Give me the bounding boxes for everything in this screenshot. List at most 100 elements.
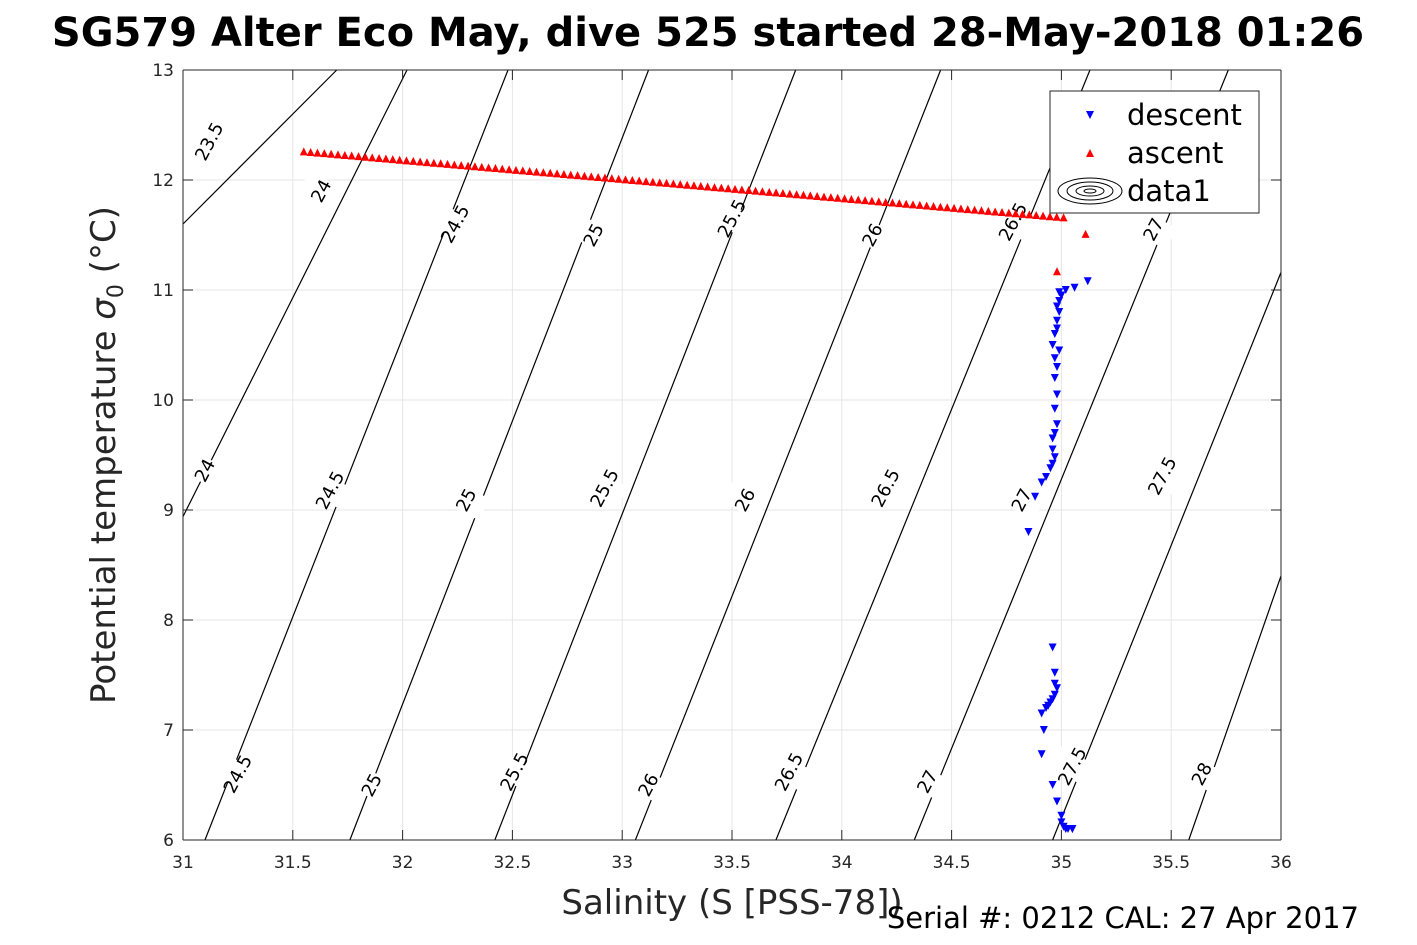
ascent-marker xyxy=(744,186,753,195)
contour-line-27.5 xyxy=(1052,272,1282,841)
ascent-marker xyxy=(436,159,445,168)
descent-marker xyxy=(1048,341,1057,349)
legend-ascent-marker xyxy=(1086,149,1094,157)
descent-marker xyxy=(1053,684,1062,693)
ascent-marker xyxy=(840,194,849,203)
contour-label-bg xyxy=(904,761,951,802)
ascent-marker xyxy=(573,171,582,180)
ascent-marker xyxy=(731,184,740,193)
ascent-marker xyxy=(669,179,678,188)
ascent-marker xyxy=(539,168,548,177)
ascent-marker xyxy=(765,187,774,196)
contour-label-bg xyxy=(1130,209,1177,250)
ascent-marker xyxy=(1052,212,1061,221)
x-tick-label: 33.5 xyxy=(713,853,751,873)
descent-marker xyxy=(1048,781,1057,789)
ascent-marker xyxy=(758,187,767,196)
ascent-marker xyxy=(1045,212,1054,221)
y-tick-label: 6 xyxy=(163,831,174,851)
ascent-marker xyxy=(313,148,322,157)
descent-marker xyxy=(1039,726,1048,734)
descent-marker xyxy=(1050,404,1059,413)
ascent-marker xyxy=(422,158,431,167)
ascent-marker xyxy=(1004,208,1013,217)
ascent-marker xyxy=(936,202,945,211)
ascent-marker xyxy=(484,163,493,172)
contour-label-bg xyxy=(998,480,1046,521)
ascent-marker xyxy=(902,199,911,208)
ascent-marker xyxy=(676,180,685,189)
ascent-marker xyxy=(655,178,664,187)
contour-label-bg xyxy=(625,765,672,805)
ascent-marker xyxy=(347,151,356,160)
contour-line-26 xyxy=(634,69,942,841)
legend-data1-label: data1 xyxy=(1127,174,1211,208)
ascent-marker xyxy=(806,191,815,200)
y-tick-label: 7 xyxy=(163,721,174,741)
legend-descent-label: descent xyxy=(1127,98,1242,132)
ascent-marker xyxy=(532,167,541,176)
ascent-marker xyxy=(361,152,370,161)
contour-label-bg xyxy=(1049,746,1096,787)
contour-label-bg xyxy=(581,468,628,508)
ascent-marker xyxy=(861,196,870,205)
ascent-marker xyxy=(1039,211,1048,220)
descent-marker xyxy=(1024,528,1033,536)
descent-marker xyxy=(1055,288,1064,297)
descent-marker xyxy=(1031,492,1040,501)
ascent-marker xyxy=(1011,209,1020,218)
ascent-marker xyxy=(340,150,349,159)
ascent-marker xyxy=(963,205,972,214)
contour-label-bg xyxy=(849,215,896,255)
descent-marker xyxy=(1061,286,1070,294)
y-tick-label: 10 xyxy=(152,391,174,411)
ascent-marker xyxy=(751,186,760,195)
descent-marker xyxy=(1050,668,1059,677)
x-tick-label: 31.5 xyxy=(274,853,312,873)
ascent-marker xyxy=(409,156,418,165)
ascent-marker xyxy=(813,191,822,200)
ascent-marker xyxy=(635,176,644,185)
contour-line-23.5 xyxy=(182,69,338,225)
descent-marker xyxy=(1053,316,1062,325)
ascent-marker xyxy=(299,147,308,156)
legend: descent ascent data1 xyxy=(1049,90,1260,214)
ascent-marker xyxy=(464,161,473,170)
ascent-marker xyxy=(867,196,876,205)
serial-cal-footer: Serial #: 0212 CAL: 27 Apr 2017 xyxy=(887,901,1359,935)
contour-label-bg xyxy=(348,765,396,805)
ascent-marker xyxy=(621,175,630,184)
descent-marker xyxy=(1042,473,1051,481)
descent-marker xyxy=(1037,478,1046,487)
ascent-marker xyxy=(450,160,459,169)
descent-marker xyxy=(1053,363,1062,371)
ascent-marker xyxy=(737,185,746,194)
descent-marker xyxy=(1055,346,1064,355)
ascent-marker xyxy=(511,165,520,174)
ascent-marker xyxy=(970,205,979,214)
ascent-marker xyxy=(525,167,534,176)
y-tick-label: 12 xyxy=(152,171,174,191)
descent-marker xyxy=(1083,277,1092,286)
x-tick-label: 35.5 xyxy=(1152,853,1190,873)
descent-marker xyxy=(1057,811,1066,820)
contour-label-bg xyxy=(570,215,617,255)
ascent-marker xyxy=(888,198,897,207)
descent-marker xyxy=(1037,709,1046,718)
ascent-marker xyxy=(785,189,794,198)
ascent-marker xyxy=(703,182,712,191)
contour-label-bg xyxy=(298,171,345,211)
descent-marker xyxy=(1042,704,1051,712)
ascent-marker xyxy=(642,177,651,186)
contour-line-28 xyxy=(1188,575,1282,841)
ascent-marker xyxy=(792,190,801,199)
descent-marker xyxy=(1048,445,1057,454)
ascent-marker xyxy=(491,164,500,173)
ascent-marker xyxy=(683,180,692,189)
x-tick-label: 35 xyxy=(1051,853,1073,873)
ascent-marker xyxy=(594,172,603,181)
ascent-marker xyxy=(327,149,336,158)
ascent-marker xyxy=(566,170,575,179)
contour-label-bg xyxy=(1178,754,1226,794)
